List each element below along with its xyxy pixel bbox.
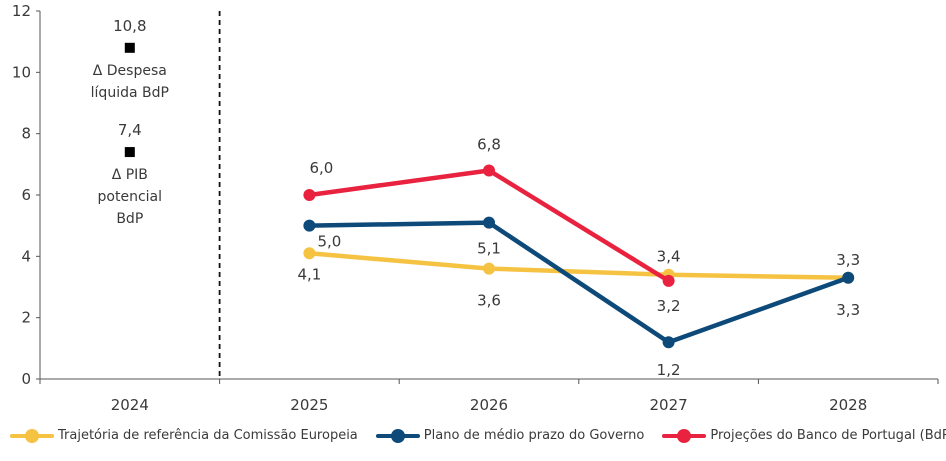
annotation-text-line: potencial: [98, 189, 162, 205]
annotation-marker: [124, 42, 135, 53]
series-point: [483, 216, 495, 229]
series-point: [303, 247, 316, 260]
legend-swatch: [375, 428, 420, 443]
annotation-text-line: Δ Despesa: [93, 63, 167, 79]
series-point: [303, 189, 316, 201]
y-tick-label: 0: [21, 370, 31, 388]
data-label: 3,2: [657, 297, 681, 315]
chart: 0 2 4 6 8 10 12 2024 2025 2026 2027 2028 10,8 Δ Despe…: [12, 2, 939, 414]
legend-item: Trajetória de referência da Comissão Eur…: [10, 428, 358, 443]
legend-swatch-dot: [677, 428, 692, 443]
legend-item: Projeções do Banco de Portugal (BdP): [662, 428, 946, 443]
legend-swatch-dot: [390, 428, 405, 443]
y-tick-label: 12: [12, 2, 31, 20]
series-point: [483, 262, 495, 275]
annotation-value-label: 7,4: [118, 121, 142, 139]
legend: Trajetória de referência da Comissão Eur…: [10, 428, 946, 443]
series-point: [303, 219, 316, 232]
annotation-value-label: 10,8: [113, 17, 146, 35]
series-point: [842, 271, 855, 284]
x-tick-label: 2027: [650, 396, 688, 414]
series-point: [483, 164, 495, 177]
legend-swatch-dot: [25, 428, 39, 443]
x-tick-label: 2025: [290, 396, 328, 414]
y-tick-label: 2: [21, 309, 31, 327]
series-point: [662, 336, 675, 349]
series-point: [662, 274, 675, 287]
legend-label: Plano de médio prazo do Governo: [423, 428, 645, 443]
data-label: 5,0: [317, 233, 341, 251]
data-label: 3,6: [477, 292, 501, 310]
y-tick-label: 8: [21, 125, 31, 143]
data-label: 3,3: [836, 251, 860, 269]
y-tick-label: 4: [21, 247, 31, 265]
annotation-text-line: Δ PIB: [112, 167, 148, 183]
annotation-text-line: líquida BdP: [91, 85, 169, 101]
legend-swatch: [662, 428, 707, 443]
annotation-marker: [124, 147, 135, 158]
data-label: 3,3: [836, 301, 860, 319]
series-line: [307, 251, 851, 281]
series-line: [307, 220, 851, 345]
x-tick-label: 2028: [829, 396, 867, 414]
data-label: 3,4: [657, 248, 681, 266]
y-tick-label: 10: [12, 63, 31, 81]
legend-label: Projeções do Banco de Portugal (BdP): [710, 428, 946, 443]
y-tick-label: 6: [21, 186, 31, 204]
data-label: 4,1: [297, 265, 321, 283]
data-label: 6,0: [309, 159, 333, 177]
x-tick-label: 2024: [111, 396, 149, 414]
x-tick-label: 2026: [470, 396, 508, 414]
data-label: 1,2: [657, 361, 681, 379]
data-label: 5,1: [477, 240, 501, 258]
data-label: 6,8: [477, 135, 501, 153]
legend-label: Trajetória de referência da Comissão Eur…: [58, 428, 358, 443]
legend-item: Plano de médio prazo do Governo: [375, 428, 645, 443]
annotation-text-line: BdP: [116, 211, 143, 227]
legend-swatch: [10, 428, 54, 443]
